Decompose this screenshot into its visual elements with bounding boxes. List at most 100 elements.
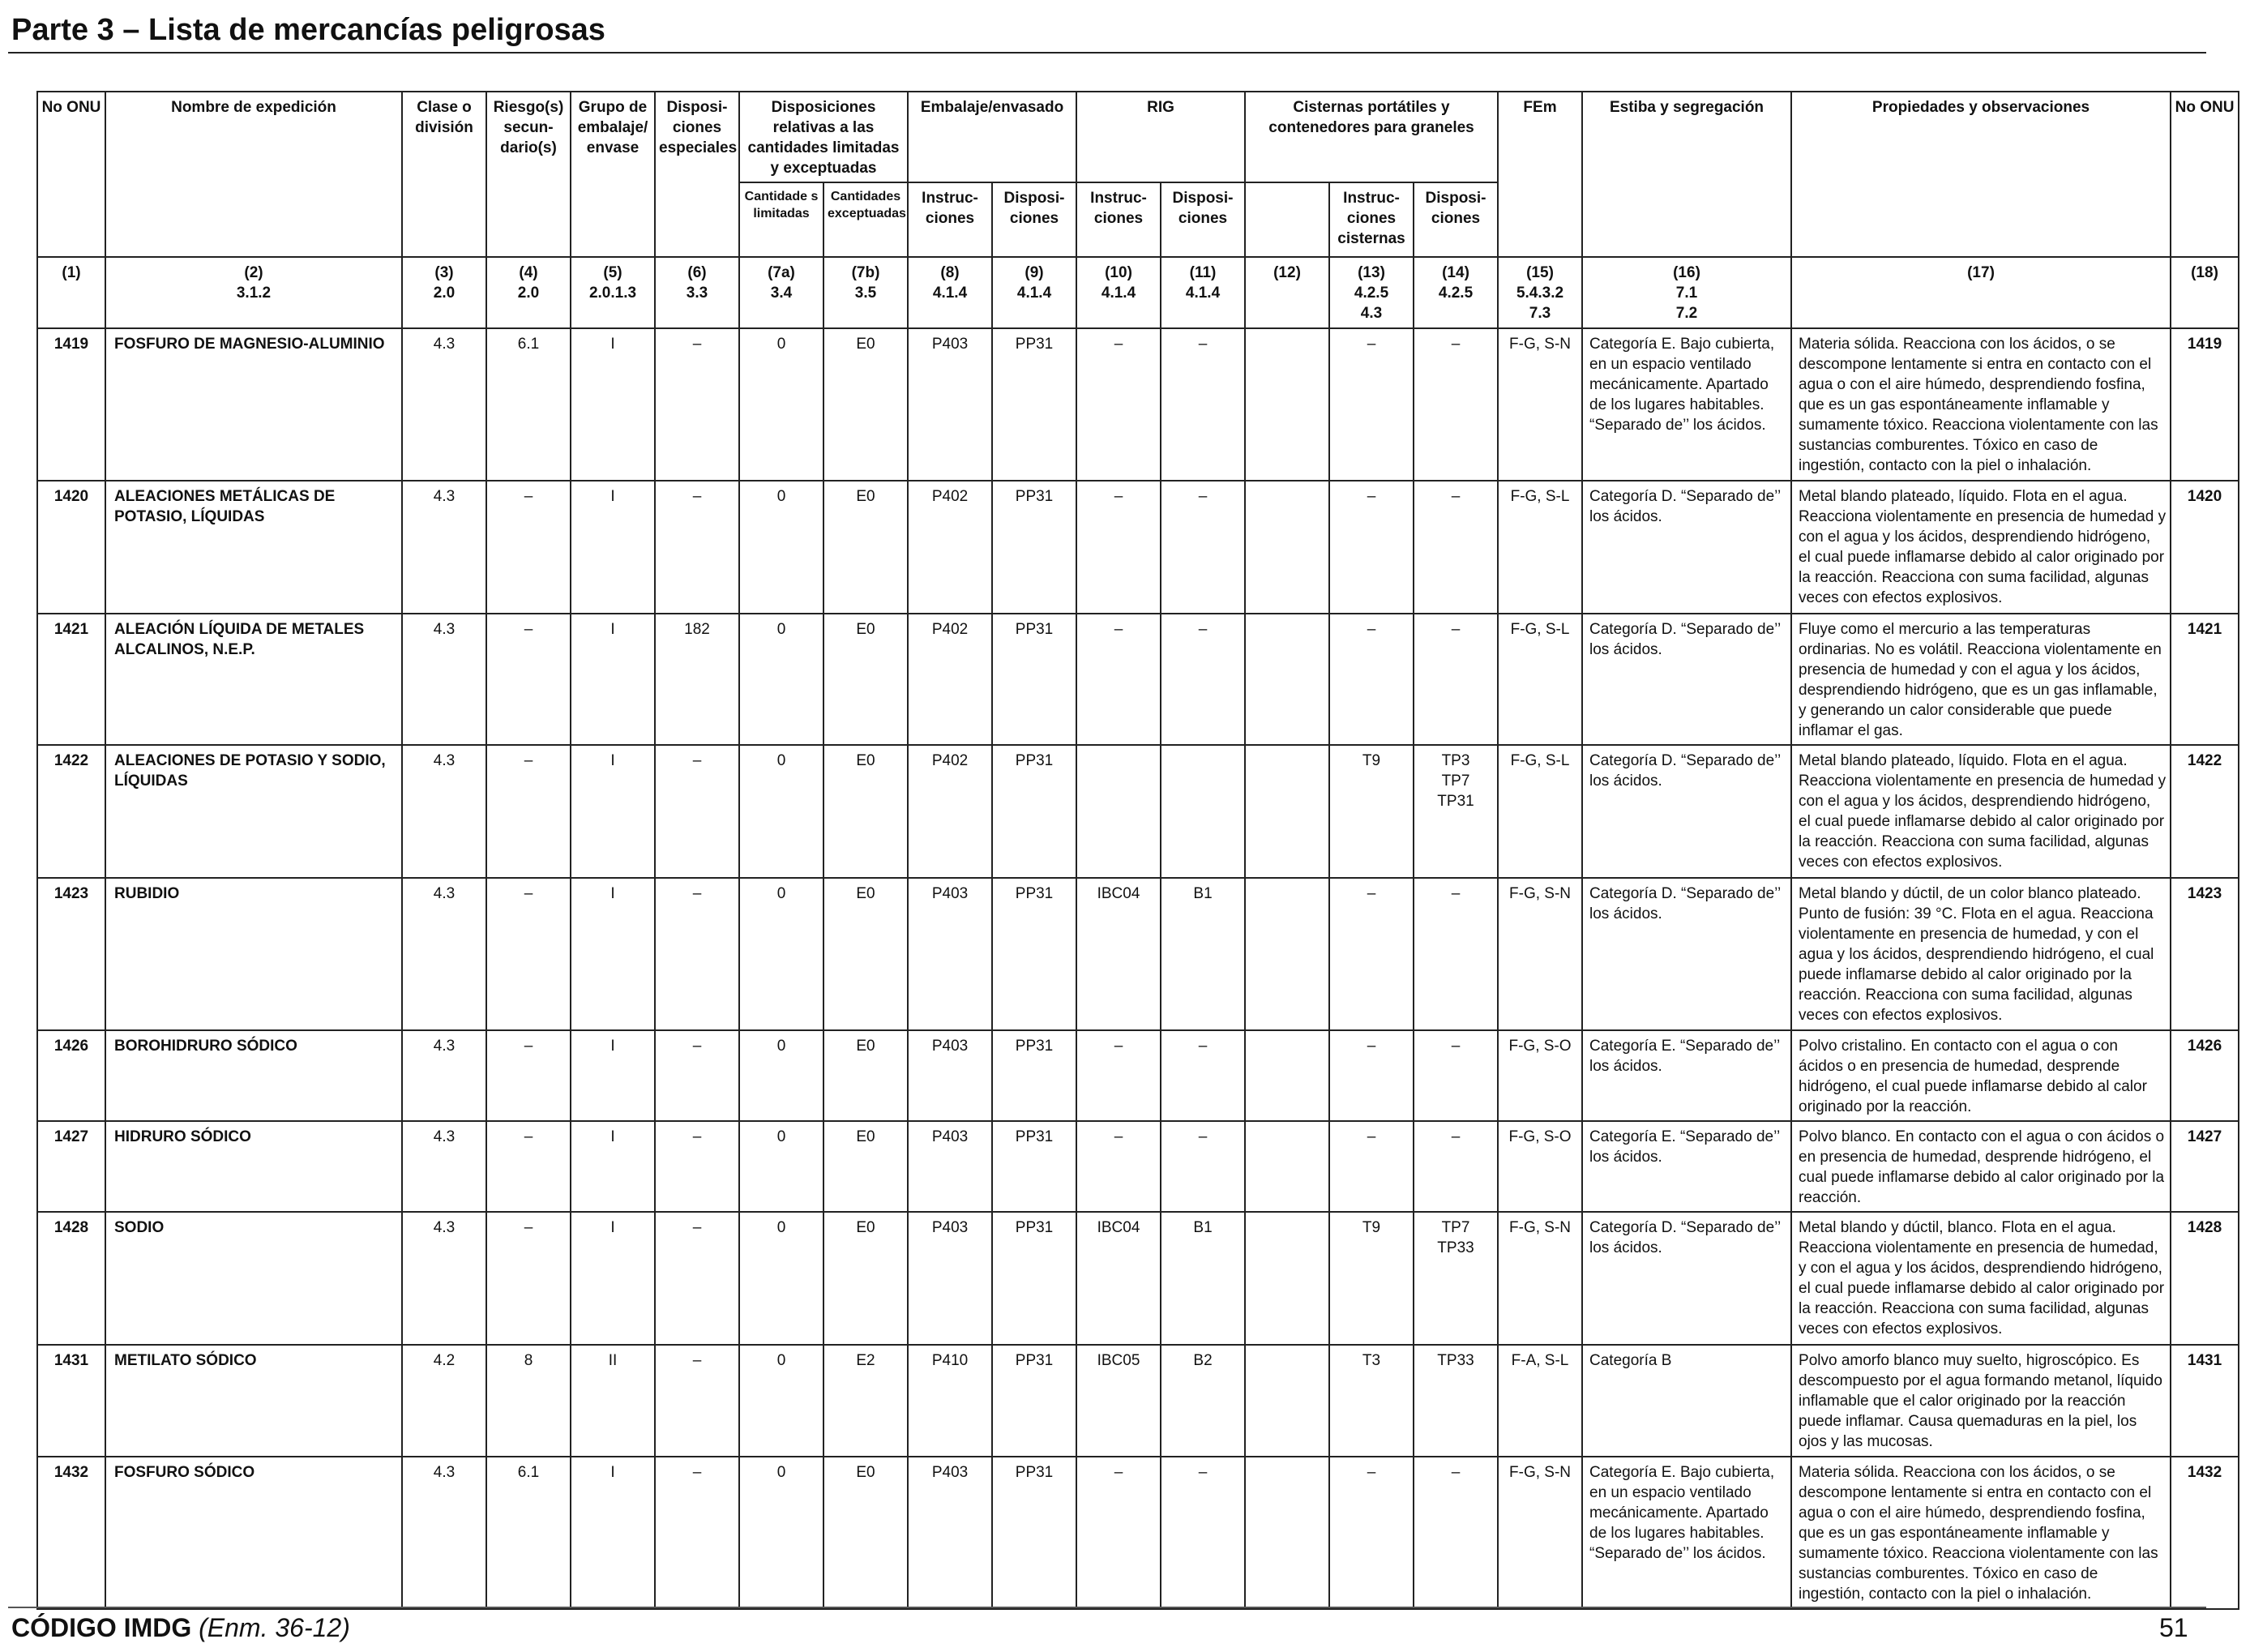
- cell-col12: [1244, 744, 1331, 879]
- header-excepted-quantities: Cantidades exceptuadas: [822, 182, 909, 258]
- cell-excepted-quantity: E0: [822, 744, 909, 879]
- cell-tank-provision: –: [1413, 877, 1499, 1031]
- cell-no-onu-right: 1419: [2170, 327, 2240, 481]
- cell-tank-instruction: –: [1328, 480, 1415, 614]
- cell-tank-provision: –: [1413, 613, 1499, 746]
- ref-col-12: (12): [1244, 256, 1331, 329]
- cell-no-onu: 1420: [36, 480, 106, 614]
- cell-packing-group: I: [570, 744, 656, 879]
- cell-shipping-name: ALEACIONES DE POTASIO Y SODIO, LÍQUIDAS: [105, 744, 403, 879]
- cell-tank-provision: TP33: [1413, 1344, 1499, 1457]
- table-row: 1428 SODIO 4.3– I –0 E0 P403 PP31 IBC04 B1 T9 TP7 T…: [36, 1211, 2240, 1346]
- cell-stowage: Categoría E. Bajo cubierta, en un espaci…: [1581, 1456, 1793, 1610]
- cell-packaging-provision: PP31: [991, 877, 1078, 1031]
- cell-col12: [1244, 1120, 1331, 1213]
- header-packaging-instructions: Instruc-ciones: [907, 182, 994, 258]
- cell-excepted-quantity: E0: [822, 327, 909, 481]
- cell-shipping-name: ALEACIÓN LÍQUIDA DE METALES ALCALINOS, N…: [105, 613, 403, 746]
- header-limited-quantities: Cantidade s limitadas: [738, 182, 824, 258]
- cell-secondary-risk: –: [486, 877, 571, 1031]
- cell-tank-provision: TP3 TP7 TP31: [1413, 744, 1499, 879]
- cell-tank-provision: –: [1413, 1120, 1499, 1213]
- cell-stowage: Categoría D. “Separado de’’ los ácidos.: [1581, 1211, 1793, 1346]
- cell-packaging-instruction: P403: [907, 1029, 994, 1122]
- cell-no-onu-right: 1423: [2170, 877, 2240, 1031]
- cell-stowage: Categoría D. “Separado de’’ los ácidos.: [1581, 877, 1793, 1031]
- cell-no-onu: 1422: [36, 744, 106, 879]
- cell-col12: [1244, 1456, 1331, 1610]
- header-tank-provisions: Disposi-ciones: [1413, 182, 1499, 258]
- cell-limited-quantity: 0: [738, 744, 824, 879]
- cell-col12: [1244, 1344, 1331, 1457]
- cell-properties: Polvo cristalino. En contacto con el agu…: [1790, 1029, 2172, 1122]
- cell-tank-instruction: T3: [1328, 1344, 1415, 1457]
- cell-shipping-name: RUBIDIO: [105, 877, 403, 1031]
- ref-col-15: (15) 5.4.3.2 7.3: [1497, 256, 1584, 329]
- cell-no-onu: 1421: [36, 613, 106, 746]
- cell-class: 4.3: [401, 327, 487, 481]
- cell-packaging-instruction: P402: [907, 744, 994, 879]
- ref-col-18: (18): [2170, 256, 2240, 329]
- cell-packing-group: I: [570, 877, 656, 1031]
- cell-packaging-instruction: P402: [907, 480, 994, 614]
- cell-col12: [1244, 1029, 1331, 1122]
- cell-stowage: Categoría E. Bajo cubierta, en un espaci…: [1581, 327, 1793, 481]
- cell-ems: F-G, S-L: [1497, 480, 1584, 614]
- cell-ibc-provision: –: [1160, 1120, 1247, 1213]
- cell-no-onu: 1428: [36, 1211, 106, 1346]
- header-packaging-provisions: Disposi-ciones: [991, 182, 1078, 258]
- table-row: 1420 ALEACIONES METÁLICAS DE POTASIO, LÍQ…: [36, 480, 2240, 614]
- cell-tank-provision: –: [1413, 1029, 1499, 1122]
- cell-packaging-provision: PP31: [991, 1344, 1078, 1457]
- cell-shipping-name: FOSFURO SÓDICO: [105, 1456, 403, 1610]
- cell-excepted-quantity: E0: [822, 1120, 909, 1213]
- dangerous-goods-table: No ONU Nombre de expedición Clase o divi…: [36, 91, 2240, 1610]
- cell-packaging-instruction: P403: [907, 1456, 994, 1610]
- cell-ibc-provision: –: [1160, 327, 1247, 481]
- header-stowage: Estiba y segregación: [1581, 91, 1793, 258]
- header-packing-group: Grupo de embalaje/ envase: [570, 91, 656, 258]
- cell-packing-group: I: [570, 1211, 656, 1346]
- cell-packaging-provision: PP31: [991, 327, 1078, 481]
- cell-excepted-quantity: E0: [822, 480, 909, 614]
- cell-packaging-instruction: P410: [907, 1344, 994, 1457]
- cell-properties: Fluye como el mercurio a las temperatura…: [1790, 613, 2172, 746]
- cell-ibc-provision: –: [1160, 613, 1247, 746]
- cell-tank-provision: TP7 TP33: [1413, 1211, 1499, 1346]
- cell-tank-instruction: –: [1328, 877, 1415, 1031]
- cell-special-provisions: –: [654, 877, 740, 1031]
- header-no-onu-right: No ONU: [2170, 91, 2240, 258]
- cell-excepted-quantity: E0: [822, 1029, 909, 1122]
- cell-special-provisions: –: [654, 327, 740, 481]
- cell-limited-quantity: 0: [738, 613, 824, 746]
- cell-packaging-provision: PP31: [991, 1120, 1078, 1213]
- ref-col-11: (11) 4.1.4: [1160, 256, 1247, 329]
- cell-excepted-quantity: E0: [822, 613, 909, 746]
- cell-secondary-risk: –: [486, 1120, 571, 1213]
- table-row: 1419 FOSFURO DE MAGNESIO-ALUMINIO 4.3 6.1 I –…: [36, 327, 2240, 481]
- cell-ems: F-G, S-O: [1497, 1120, 1584, 1213]
- cell-no-onu: 1423: [36, 877, 106, 1031]
- cell-packing-group: I: [570, 480, 656, 614]
- cell-class: 4.2: [401, 1344, 487, 1457]
- cell-limited-quantity: 0: [738, 1029, 824, 1122]
- cell-secondary-risk: –: [486, 744, 571, 879]
- footer-edition: (Enm. 36-12): [199, 1613, 350, 1642]
- cell-class: 4.3: [401, 877, 487, 1031]
- cell-ibc-instruction: –: [1076, 1120, 1162, 1213]
- cell-ems: F-A, S-L: [1497, 1344, 1584, 1457]
- header-tank-instructions: Instruc-ciones cisternas: [1328, 182, 1415, 258]
- cell-ibc-instruction: [1076, 744, 1162, 879]
- cell-no-onu-right: 1422: [2170, 744, 2240, 879]
- cell-class: 4.3: [401, 1211, 487, 1346]
- cell-excepted-quantity: E0: [822, 877, 909, 1031]
- ref-col-17: (17): [1790, 256, 2172, 329]
- cell-col12: [1244, 480, 1331, 614]
- cell-packing-group: I: [570, 1029, 656, 1122]
- cell-class: 4.3: [401, 480, 487, 614]
- cell-shipping-name: FOSFURO DE MAGNESIO-ALUMINIO: [105, 327, 403, 481]
- cell-packing-group: II: [570, 1344, 656, 1457]
- ref-col-10: (10) 4.1.4: [1076, 256, 1162, 329]
- header-limited-excepted: Disposiciones relativas a las cantidades…: [738, 91, 909, 183]
- cell-tank-provision: –: [1413, 1456, 1499, 1610]
